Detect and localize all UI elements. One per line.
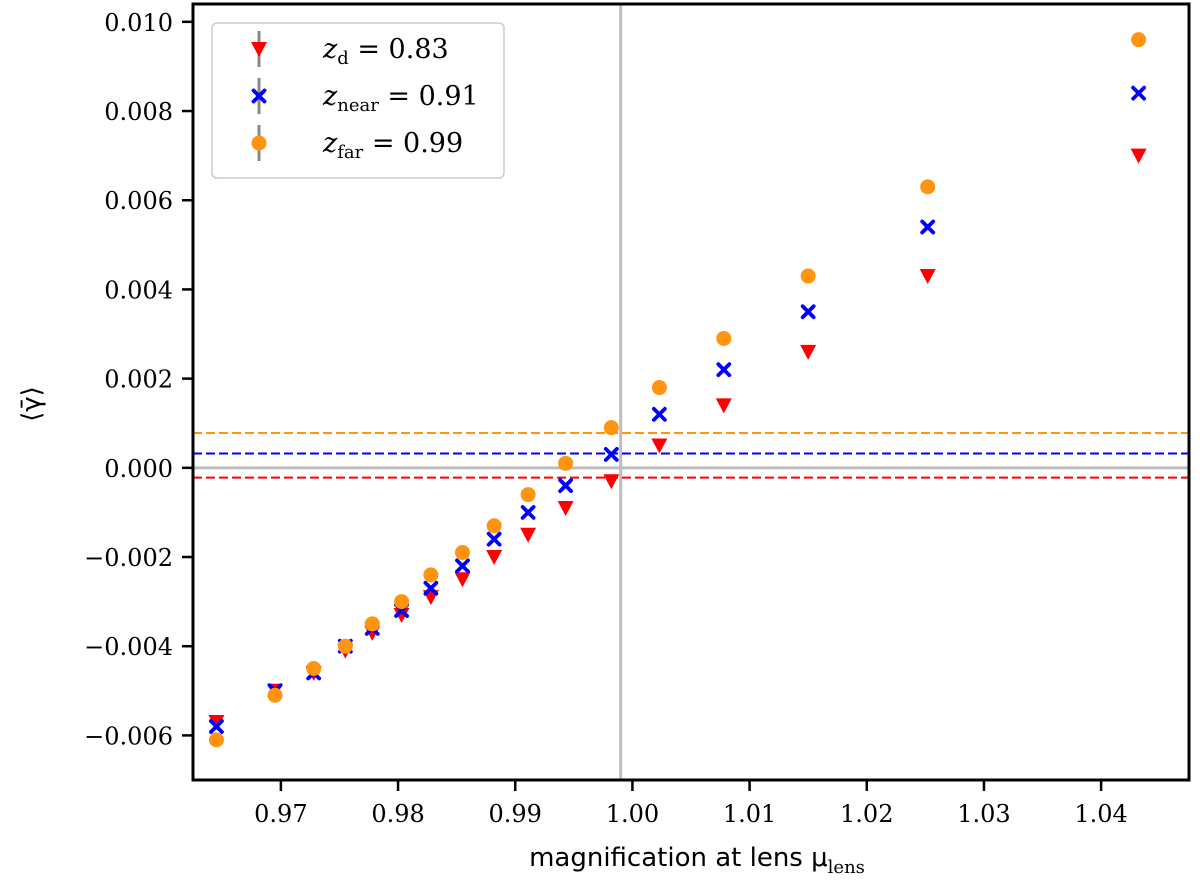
y-tick-label: −0.006 xyxy=(84,722,173,750)
y-tick-label: −0.002 xyxy=(84,544,173,572)
y-axis-title: ⟨γ̄⟩ xyxy=(17,386,47,422)
x-marker-stroke xyxy=(455,558,470,574)
data-point-far xyxy=(651,380,667,396)
data-point-far xyxy=(800,268,816,284)
data-point-near xyxy=(486,531,502,547)
data-point-far xyxy=(716,330,732,346)
y-tick-label: 0.000 xyxy=(104,455,173,483)
x-tick-label: 1.02 xyxy=(840,800,893,828)
x-marker-stroke xyxy=(520,505,536,520)
legend-marker-far xyxy=(251,135,267,151)
x-tick-label: 0.99 xyxy=(489,800,542,828)
y-tick-label: 0.004 xyxy=(104,276,173,304)
x-marker-stroke xyxy=(423,580,439,596)
y-tick-label: 0.008 xyxy=(104,98,173,126)
data-point-far xyxy=(520,487,536,503)
data-point-far xyxy=(306,661,322,677)
x-tick-label: 1.01 xyxy=(723,800,776,828)
data-point-d xyxy=(651,438,668,454)
data-point-d xyxy=(603,474,620,490)
data-point-far xyxy=(423,567,439,583)
data-point-d xyxy=(715,398,732,414)
x-marker-stroke xyxy=(209,719,224,734)
data-point-near xyxy=(423,580,439,596)
x-tick-label: 1.00 xyxy=(606,800,659,828)
data-point-d xyxy=(919,269,936,285)
series-far xyxy=(208,32,1147,748)
x-marker-stroke xyxy=(1131,85,1147,101)
data-point-near xyxy=(920,219,936,235)
legend-label-d: zd = 0.83 xyxy=(322,34,449,69)
data-point-d xyxy=(1130,148,1147,164)
legend-marker-d xyxy=(251,42,267,57)
data-point-d xyxy=(208,715,225,731)
data-point-near xyxy=(1131,85,1147,101)
data-point-near xyxy=(558,478,574,494)
data-point-near xyxy=(603,447,619,462)
x-marker-stroke xyxy=(558,478,574,494)
data-point-far xyxy=(208,732,224,748)
x-marker-stroke xyxy=(651,406,667,422)
plot-frame xyxy=(191,2,1191,782)
x-marker-stroke xyxy=(920,219,936,235)
x-tick-label: 0.98 xyxy=(371,800,424,828)
plot-area xyxy=(193,4,1189,780)
data-point-near xyxy=(651,406,667,422)
x-axis-title: magnification at lens μlens xyxy=(529,843,865,878)
data-point-far xyxy=(364,616,380,632)
data-point-near xyxy=(455,558,470,574)
x-marker-stroke xyxy=(486,531,502,547)
x-tick-label: 1.03 xyxy=(957,800,1010,828)
x-marker-stroke xyxy=(716,362,732,378)
legend-label-near: znear = 0.91 xyxy=(322,81,479,116)
legend-marker-near xyxy=(251,88,267,104)
data-point-far xyxy=(394,594,410,610)
data-point-far xyxy=(267,687,283,703)
legend-box xyxy=(211,22,505,179)
data-point-far xyxy=(486,518,502,534)
data-point-d xyxy=(800,344,817,360)
data-point-far xyxy=(603,420,619,436)
data-point-far xyxy=(455,545,471,561)
x-marker-stroke xyxy=(800,304,816,320)
data-point-near xyxy=(800,304,816,320)
data-point-d xyxy=(393,607,410,623)
y-tick-label: −0.004 xyxy=(84,633,173,661)
x-marker-stroke xyxy=(603,447,619,462)
x-tick-label: 0.97 xyxy=(254,800,307,828)
data-point-d xyxy=(557,500,574,516)
legend: zd = 0.83 znear = 0.91 zfar = 0.99 xyxy=(211,22,505,179)
data-point-d xyxy=(454,572,471,588)
x-marker-stroke xyxy=(251,88,267,104)
y-tick-label: 0.002 xyxy=(104,366,173,394)
data-point-near xyxy=(520,505,536,520)
legend-label-far: zfar = 0.99 xyxy=(322,128,463,163)
data-point-far xyxy=(337,638,353,654)
data-point-near xyxy=(209,719,224,734)
x-tick-label: 1.04 xyxy=(1074,800,1127,828)
data-point-far xyxy=(1131,32,1147,48)
y-tick-label: 0.006 xyxy=(104,187,173,215)
data-point-far xyxy=(920,179,936,195)
data-point-near xyxy=(716,362,732,378)
axes: 0.97 0.98 0.99 1.00 1.01 1.02 1.03 1.04 −0.006 −0… xyxy=(84,2,1191,828)
y-tick-label: 0.010 xyxy=(104,9,173,37)
data-point-d xyxy=(520,527,537,543)
data-point-far xyxy=(558,455,574,471)
data-point-d xyxy=(486,550,503,566)
